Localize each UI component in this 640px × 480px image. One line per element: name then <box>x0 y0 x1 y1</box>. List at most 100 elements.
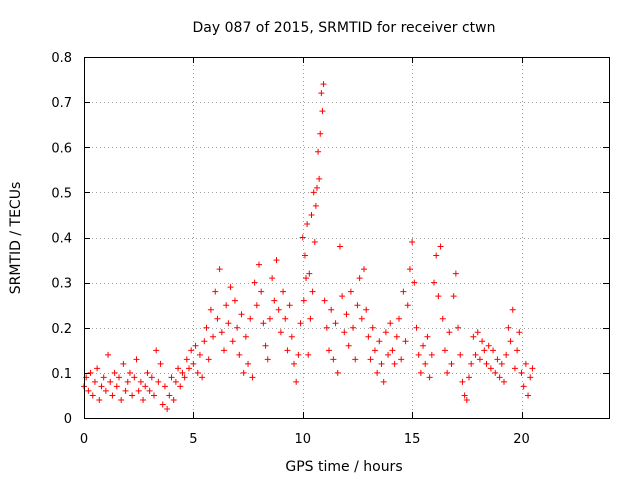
data-point <box>120 360 127 367</box>
data-point <box>483 360 490 367</box>
data-point <box>452 270 459 277</box>
data-point <box>431 279 437 286</box>
data-point <box>304 220 311 227</box>
data-point <box>207 306 214 313</box>
x-tick-label: 5 <box>189 432 197 447</box>
data-point <box>507 338 514 345</box>
data-point <box>492 369 499 376</box>
y-tick-label: 0.2 <box>51 322 72 337</box>
x-tick-label: 0 <box>80 432 88 447</box>
data-point <box>444 369 451 376</box>
data-point <box>413 324 420 331</box>
data-point <box>227 284 234 291</box>
data-point <box>409 239 416 246</box>
y-tick-label: 0.8 <box>51 51 72 66</box>
y-tick-labels: 0 0.1 0.2 0.3 0.4 0.5 0.6 0.7 0.8 <box>51 51 72 427</box>
data-point <box>312 202 319 209</box>
data-point <box>153 347 160 354</box>
data-point <box>286 302 293 309</box>
data-point <box>310 189 317 196</box>
data-point <box>91 378 98 385</box>
data-point <box>234 324 241 331</box>
data-point <box>229 338 236 345</box>
data-point <box>376 338 383 345</box>
data-point <box>339 293 346 300</box>
data-point <box>463 396 470 403</box>
data-point <box>231 297 238 304</box>
data-point <box>398 356 405 363</box>
data-point <box>505 324 512 331</box>
data-point <box>459 378 466 385</box>
data-point <box>400 288 407 295</box>
data-point <box>511 365 518 372</box>
x-axis-label: GPS time / hours <box>285 459 402 475</box>
data-point <box>309 288 316 295</box>
data-point <box>367 356 374 363</box>
data-point <box>496 374 503 381</box>
data-point <box>140 396 147 403</box>
data-point <box>269 275 276 282</box>
data-point <box>485 342 492 349</box>
data-point <box>133 356 140 363</box>
data-point <box>258 288 265 295</box>
x-tick-label: 20 <box>513 432 530 447</box>
data-point <box>446 329 453 336</box>
data-point <box>161 383 168 390</box>
data-point <box>415 351 422 358</box>
data-point <box>87 369 94 376</box>
data-point <box>168 374 175 381</box>
data-point <box>225 320 232 327</box>
data-point <box>124 378 131 385</box>
data-point <box>240 369 247 376</box>
data-point <box>295 351 302 358</box>
data-point <box>155 378 162 385</box>
data-point <box>330 356 337 363</box>
data-point <box>315 148 322 155</box>
data-point <box>85 387 92 394</box>
data-point <box>448 360 455 367</box>
data-point <box>203 324 210 331</box>
data-point <box>177 383 184 390</box>
data-point <box>498 360 505 367</box>
y-tick-label: 0 <box>64 412 72 427</box>
data-point <box>518 369 525 376</box>
y-tick-label: 0.5 <box>51 186 72 201</box>
data-point <box>105 351 112 358</box>
y-tick-label: 0.4 <box>51 232 72 247</box>
data-point <box>262 342 269 349</box>
data-point <box>299 234 306 241</box>
data-point <box>380 378 387 385</box>
data-point <box>385 351 392 358</box>
data-point <box>439 315 446 322</box>
data-point <box>245 360 252 367</box>
data-point <box>170 396 177 403</box>
data-point <box>305 351 312 358</box>
data-point <box>428 351 435 358</box>
data-point <box>391 360 398 367</box>
data-point <box>131 374 138 381</box>
data-point <box>94 365 101 372</box>
data-point <box>151 392 157 399</box>
data-point <box>301 252 308 259</box>
data-point <box>306 270 313 277</box>
data-point <box>201 338 208 345</box>
data-point <box>273 257 280 264</box>
data-point <box>326 347 332 354</box>
data-point <box>212 288 219 295</box>
data-points <box>81 81 536 412</box>
data-point <box>354 302 361 309</box>
data-point <box>284 347 291 354</box>
y-axis-label: SRMTID / TECUs <box>8 182 24 295</box>
data-point <box>481 347 488 354</box>
data-point <box>199 374 206 381</box>
data-point <box>242 333 249 340</box>
data-point <box>266 315 273 322</box>
data-point <box>144 369 151 376</box>
data-point <box>249 374 256 381</box>
data-point <box>363 306 370 313</box>
data-point <box>126 369 133 376</box>
data-point <box>129 392 136 399</box>
data-point <box>303 275 310 282</box>
data-point <box>113 383 120 390</box>
